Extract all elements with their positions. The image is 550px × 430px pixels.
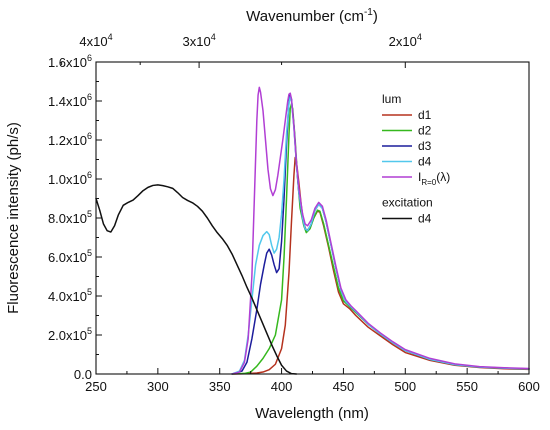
top-axis-label-exp: -1 bbox=[364, 7, 373, 18]
y-tick-label: 8.0x105 bbox=[48, 209, 92, 226]
legend-title-excitation: excitation bbox=[382, 196, 433, 210]
x-tick-label: 500 bbox=[394, 379, 416, 394]
y-tick-label: 0.0 bbox=[74, 367, 92, 382]
series-line bbox=[231, 86, 530, 375]
legend-label: d2 bbox=[418, 124, 432, 138]
labels-layer: Wavelength (nm) Fluorescence intensity (… bbox=[5, 7, 378, 422]
x-tick-label: 350 bbox=[209, 379, 231, 394]
x-tick-label: 550 bbox=[456, 379, 478, 394]
x-axis-label: Wavelength (nm) bbox=[255, 405, 369, 422]
series-layer bbox=[95, 86, 530, 375]
plot-frame bbox=[95, 61, 530, 375]
x-tick-label: 400 bbox=[271, 379, 293, 394]
x-tick-label: 300 bbox=[147, 379, 169, 394]
legend-label: d3 bbox=[418, 139, 432, 153]
y-tick-label: 1.0x106 bbox=[48, 170, 92, 187]
ticks-layer: 250 300 350 400 450 500 550 600 0.0 2.0x105 4.0x10… bbox=[48, 32, 540, 394]
y-tick-label: 6.0x105 bbox=[48, 248, 92, 265]
top-tick-label: 4x104 bbox=[79, 32, 112, 49]
legend-label: d4 bbox=[418, 155, 432, 169]
y-tick-label: 4.0x105 bbox=[48, 287, 92, 304]
top-tick-label: 3x104 bbox=[182, 32, 215, 49]
series-line bbox=[95, 184, 298, 375]
x-tick-label: 450 bbox=[333, 379, 355, 394]
top-axis-label: Wavenumber (cm-1) bbox=[246, 7, 378, 25]
top-axis-label-end: ) bbox=[373, 8, 378, 25]
legend-label: IR=0(λ) bbox=[418, 170, 450, 187]
legend-label: d4 bbox=[418, 212, 432, 226]
top-axis-label-main: Wavenumber (cm bbox=[246, 8, 364, 25]
legend-label: d1 bbox=[418, 108, 432, 122]
top-tick-label: 2x104 bbox=[389, 32, 422, 49]
y-tick-label: 1.6x106 bbox=[48, 53, 92, 70]
y-tick-label: 1.2x106 bbox=[48, 131, 92, 148]
x-tick-label: 600 bbox=[518, 379, 540, 394]
legend-title-lum: lum bbox=[382, 92, 401, 106]
x-tick-label: 250 bbox=[85, 379, 107, 394]
y-tick-label: 2.0x105 bbox=[48, 326, 92, 343]
y-axis-label: Fluorescence intensity (ph/s) bbox=[5, 122, 22, 314]
y-tick-label: 1.4x106 bbox=[48, 92, 92, 109]
